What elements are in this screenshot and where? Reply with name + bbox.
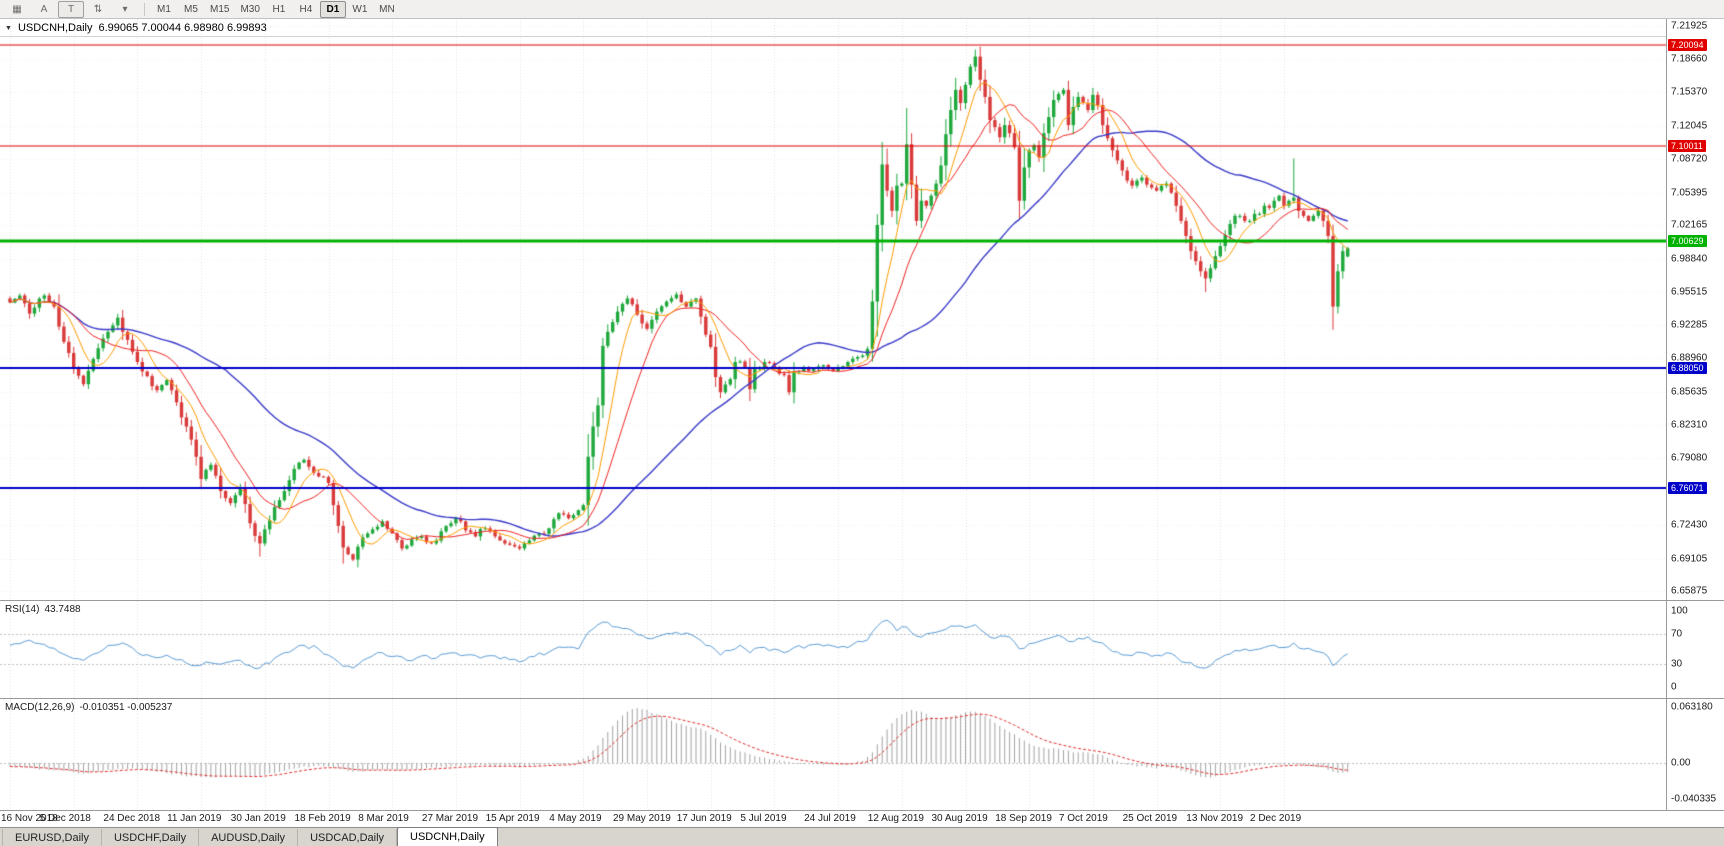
price-tick: 7.08720 [1671,153,1708,165]
date-label: 17 Jun 2019 [676,813,732,824]
date-label: 7 Oct 2019 [1058,813,1108,824]
macd-canvas[interactable] [0,699,1666,810]
date-label: 4 May 2019 [549,813,602,824]
charts-grid-icon[interactable]: ▦ [12,3,22,15]
rsi-value: 43.7488 [44,604,81,615]
price-tick: 7.12045 [1671,120,1708,132]
price-tick: 6.82310 [1671,419,1708,431]
price-tick: 7.18660 [1671,53,1708,65]
rsi-tick: 100 [1671,605,1688,617]
timeframe-button-m15[interactable]: M15 [210,3,230,15]
timeframe-button-m1[interactable]: M1 [157,3,171,15]
chart-tab-usdcnh[interactable]: USDCNH,Daily [397,827,498,846]
date-label: 29 May 2019 [613,813,671,824]
chart-title-strip[interactable]: ▼ USDCNH,Daily 6.99065 7.00044 6.98980 6… [5,22,267,34]
macd-value: -0.010351 -0.005237 [79,702,173,713]
rsi-label: RSI(14) 43.7488 [5,604,81,615]
price-tick: 6.69105 [1671,553,1708,565]
timeframe-button-m30[interactable]: M30 [240,3,260,15]
price-tick: 6.92285 [1671,319,1708,331]
symbol-period-label: USDCNH,Daily [17,22,93,34]
macd-tick: 0.00 [1671,757,1691,769]
hline-price-label[interactable]: 7.20094 [1668,38,1707,51]
date-label: 8 Mar 2019 [358,813,409,824]
date-label: 5 Jul 2019 [740,813,787,824]
toolbar-separator [144,2,145,16]
hline-price-label[interactable]: 7.00629 [1668,234,1707,247]
pane-separator[interactable] [0,698,1724,699]
title-underline [0,36,1666,37]
hline-price-label[interactable]: 7.10011 [1668,140,1706,153]
date-label: 12 Aug 2019 [867,813,924,824]
main-chart-pane: ▼ USDCNH,Daily 6.99065 7.00044 6.98980 6… [0,19,1724,600]
timeframe-button-h1[interactable]: H1 [272,3,286,15]
price-tick: 7.15370 [1671,86,1708,98]
chart-tab-eurusd[interactable]: EURUSD,Daily [2,829,102,846]
text-tool-button[interactable]: T [58,0,84,18]
chart-tab-bar: EURUSD,Daily USDCHF,Daily AUDUSD,Daily USDC… [0,827,1724,846]
price-tick: 6.95515 [1671,286,1708,298]
price-tick: 6.85635 [1671,386,1708,398]
chart-tab-audusd[interactable]: AUDUSD,Daily [199,829,299,846]
rsi-canvas[interactable] [0,601,1666,698]
price-tick: 6.98840 [1671,253,1708,265]
rsi-name: RSI(14) [5,604,40,615]
chart-area: ▼ USDCNH,Daily 6.99065 7.00044 6.98980 6… [0,19,1724,827]
price-tick: 7.21925 [1671,20,1708,32]
pane-separator [0,810,1724,811]
rsi-pane: RSI(14) 43.7488 100 70 30 0 [0,601,1724,698]
rsi-tick: 70 [1671,628,1683,640]
timeframe-button-d1[interactable]: D1 [319,0,346,18]
rsi-tick: 30 [1671,658,1683,670]
hline-price-label[interactable]: 6.76071 [1668,482,1707,495]
timeframe-button-m5[interactable]: M5 [184,3,198,15]
price-tick: 6.72430 [1671,519,1708,531]
date-label: 11 Jan 2019 [167,813,222,824]
date-label: 13 Nov 2019 [1186,813,1244,824]
timeframe-toolbar: ▦ A T ⇅ ▾ M1 M5 M15 M30 H1 H4 D1 W1 MN [0,0,1724,19]
macd-tick: 0.063180 [1671,701,1713,713]
date-label: 2 Dec 2019 [1250,813,1302,824]
price-tick: 7.02165 [1671,219,1708,231]
timeframe-button-mn[interactable]: MN [379,3,395,15]
price-tick: 6.79080 [1671,452,1708,464]
macd-tick: -0.040335 [1671,793,1717,805]
cursor-mode-button[interactable]: A [40,3,48,15]
main-chart-canvas[interactable] [0,19,1666,600]
macd-pane: MACD(12,26,9) -0.010351 -0.005237 0.0631… [0,699,1724,810]
date-label: 16 Nov 2018 [1,813,58,824]
rsi-axis[interactable]: 100 70 30 0 [1666,601,1724,698]
timeframe-button-h4[interactable]: H4 [299,3,313,15]
date-label: 30 Jan 2019 [230,813,286,824]
dropdown-icon[interactable]: ▾ [122,3,128,15]
ohlc-values: 6.99065 7.00044 6.98980 6.99893 [98,22,267,34]
date-label: 24 Dec 2018 [103,813,161,824]
date-label: 18 Sep 2019 [995,813,1052,824]
price-tick: 6.65875 [1671,585,1708,597]
chart-tab-usdchf[interactable]: USDCHF,Daily [102,829,200,846]
price-axis[interactable]: 7.21925 7.18660 7.15370 7.12045 7.08720 7.053… [1666,19,1724,600]
macd-name: MACD(12,26,9) [5,702,75,713]
hline-price-label[interactable]: 6.88050 [1668,361,1707,374]
timeframe-button-w1[interactable]: W1 [352,3,368,15]
pane-separator[interactable] [0,600,1724,601]
collapse-triangle-icon[interactable]: ▼ [5,24,12,32]
date-label: 25 Oct 2019 [1122,813,1178,824]
time-axis[interactable]: 16 Nov 2018 5 Dec 2018 24 Dec 2018 11 Jan 2… [0,811,1724,827]
macd-label: MACD(12,26,9) -0.010351 -0.005237 [5,702,172,713]
price-tick: 7.05395 [1671,187,1708,199]
macd-axis[interactable]: 0.063180 0.00 -0.040335 [1666,699,1724,810]
indicators-icon[interactable]: ⇅ [93,3,103,15]
rsi-tick: 0 [1671,681,1677,693]
date-label: 27 Mar 2019 [421,813,479,824]
price-tick: 6.88960 [1671,352,1708,364]
chart-tab-usdcad[interactable]: USDCAD,Daily [298,829,398,846]
date-label: 18 Feb 2019 [294,813,351,824]
date-label: 15 Apr 2019 [485,813,540,824]
date-label: 5 Dec 2018 [39,813,91,824]
date-label: 24 Jul 2019 [804,813,856,824]
date-label: 30 Aug 2019 [931,813,988,824]
